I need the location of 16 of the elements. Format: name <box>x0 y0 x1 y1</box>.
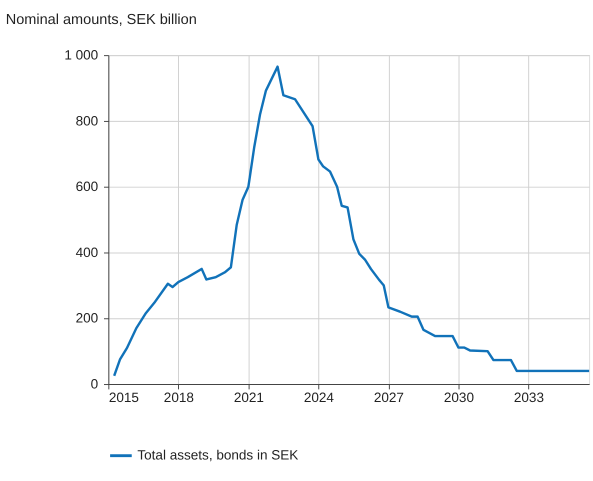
x-tick-label: 2024 <box>304 390 334 405</box>
y-tick-label: 0 <box>90 376 98 392</box>
y-tick-label: 400 <box>76 244 98 260</box>
x-tick-label: 2033 <box>514 390 544 405</box>
y-tick-label: 200 <box>76 310 98 326</box>
x-tick-label: 2027 <box>374 390 404 405</box>
chart-title: Nominal amounts, SEK billion <box>6 12 197 28</box>
line-series <box>112 65 590 378</box>
x-tick-label: 2021 <box>234 390 264 405</box>
y-tick-label: 800 <box>76 113 98 128</box>
x-tick-label: 2015 <box>108 390 139 405</box>
x-tick-label: 2018 <box>164 390 194 405</box>
y-tick-label: 600 <box>76 179 98 194</box>
legend-label: Total assets, bonds in SEK <box>137 448 298 463</box>
x-tick-label: 2030 <box>444 390 474 405</box>
y-tick-label: 1 000 <box>64 48 98 63</box>
